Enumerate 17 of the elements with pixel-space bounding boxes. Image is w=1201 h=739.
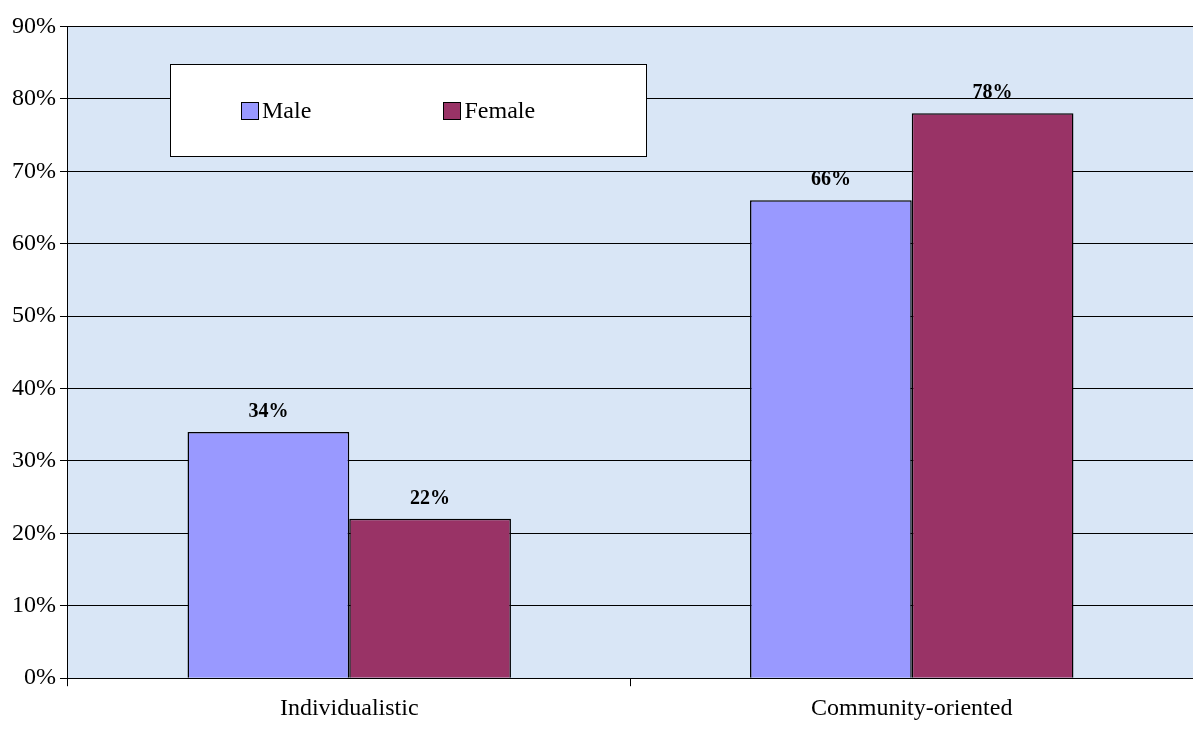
legend-label: Male [261,97,312,125]
y-tick-label: 0% [23,663,56,690]
x-tick-label: Community-oriented [811,693,1013,720]
data-label: 78% [972,80,1013,103]
data-label: 22% [410,486,451,509]
y-tick-label: 10% [11,591,56,618]
y-tick-label: 40% [11,373,56,400]
legend-label: Female [464,97,536,125]
y-tick-label: 50% [11,301,56,328]
y-tick-label: 60% [11,228,56,255]
y-tick-label: 30% [11,446,56,473]
data-label: 34% [248,399,289,422]
x-tick-label: Individualistic [279,693,419,720]
y-tick-label: 20% [11,518,56,545]
y-tick-label: 70% [11,156,56,183]
y-tick-label: 80% [11,84,56,111]
y-tick-label: 90% [11,11,56,38]
